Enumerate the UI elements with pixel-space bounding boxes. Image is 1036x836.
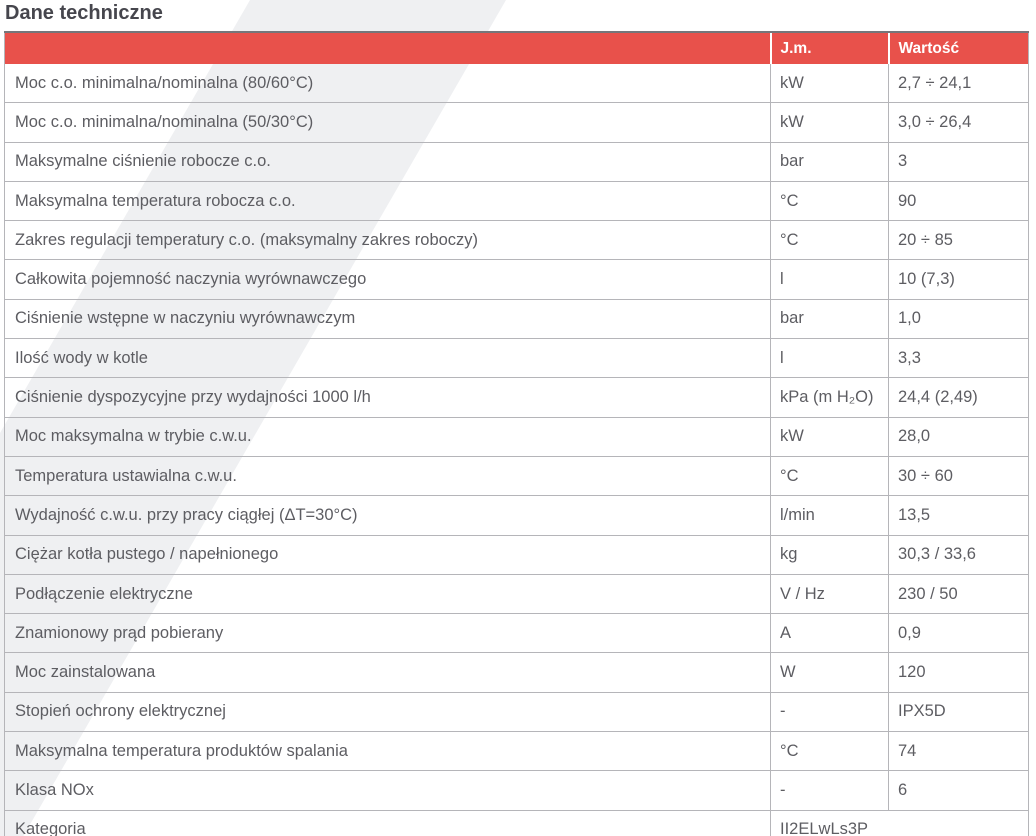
- param-cell: Ciśnienie dyspozycyjne przy wydajności 1…: [4, 377, 771, 418]
- table-body: Moc c.o. minimalna/nominalna (80/60°C) kW…: [4, 64, 1029, 836]
- param-cell: Ilość wody w kotle: [4, 338, 771, 379]
- unit-cell: °C: [770, 731, 889, 772]
- param-cell: Ciśnienie wstępne w naczyniu wyrównawczy…: [4, 298, 771, 340]
- header-row: J.m. Wartość: [4, 31, 1029, 64]
- param-cell: Ciężar kotła pustego / napełnionego: [4, 534, 771, 575]
- table-row: Wydajność c.w.u. przy pracy ciągłej (ΔT=…: [4, 495, 1029, 536]
- table-row: Moc zainstalowana W 120: [4, 652, 1029, 693]
- table-row: Kategoria II2ELwLs3P: [4, 809, 1029, 836]
- value-cell: 30,3 / 33,6: [888, 534, 1029, 575]
- value-cell: 0,9: [888, 613, 1029, 654]
- unit-cell: kW: [770, 64, 889, 104]
- unit-cell: -: [770, 691, 889, 733]
- value-cell: IPX5D: [888, 691, 1029, 733]
- unit-cell: W: [770, 652, 889, 693]
- unit-cell: °C: [770, 220, 889, 261]
- table-row: Ciśnienie wstępne w naczyniu wyrównawczy…: [4, 298, 1029, 340]
- value-cell: 74: [888, 731, 1029, 772]
- table-row: Moc c.o. minimalna/nominalna (80/60°C) kW…: [4, 64, 1029, 104]
- param-cell: Moc maksymalna w trybie c.w.u.: [4, 416, 771, 457]
- table-row: Maksymalne ciśnienie robocze c.o. bar 3: [4, 141, 1029, 182]
- param-cell: Maksymalne ciśnienie robocze c.o.: [4, 141, 771, 182]
- table-row: Całkowita pojemność naczynia wyrównawcze…: [4, 259, 1029, 300]
- value-cell: 3,3: [888, 338, 1029, 379]
- table-row: Zakres regulacji temperatury c.o. (maksy…: [4, 220, 1029, 261]
- unit-cell: kg: [770, 534, 889, 575]
- value-cell: 30 ÷ 60: [888, 455, 1029, 497]
- unit-cell: °C: [770, 455, 889, 497]
- table-row: Moc c.o. minimalna/nominalna (50/30°C) kW…: [4, 102, 1029, 143]
- unit-cell: l: [770, 338, 889, 379]
- param-cell: Stopień ochrony elektrycznej: [4, 691, 771, 733]
- table-row: Podłączenie elektryczne V / Hz 230 / 50: [4, 573, 1029, 615]
- value-cell: 2,7 ÷ 24,1: [888, 64, 1029, 104]
- unit-cell: bar: [770, 298, 889, 340]
- table-row: Moc maksymalna w trybie c.w.u. kW 28,0: [4, 416, 1029, 457]
- param-cell: Znamionowy prąd pobierany: [4, 613, 771, 654]
- param-cell: Maksymalna temperatura produktów spalani…: [4, 731, 771, 772]
- header-value: Wartość: [887, 31, 1029, 64]
- unit-cell: l/min: [770, 495, 889, 536]
- table-row: Maksymalna temperatura produktów spalani…: [4, 731, 1029, 772]
- value-cell: 13,5: [888, 495, 1029, 536]
- param-cell: Moc c.o. minimalna/nominalna (80/60°C): [4, 64, 771, 104]
- table-row: Ciśnienie dyspozycyjne przy wydajności 1…: [4, 377, 1029, 418]
- unit-cell: -: [770, 770, 889, 811]
- value-cell: 28,0: [888, 416, 1029, 457]
- param-cell: Podłączenie elektryczne: [4, 573, 771, 615]
- header-param: [4, 31, 771, 64]
- unit-cell: l: [770, 259, 889, 300]
- value-cell: 120: [888, 652, 1029, 693]
- table-row: Klasa NOx -6: [4, 770, 1029, 811]
- value-cell: 3: [888, 141, 1029, 182]
- unit-cell: °C: [770, 180, 889, 222]
- param-cell: Moc zainstalowana: [4, 652, 771, 693]
- unit-cell: kPa (m H₂O): [770, 377, 889, 418]
- param-cell: Zakres regulacji temperatury c.o. (maksy…: [4, 220, 771, 261]
- unit-cell: kW: [770, 416, 889, 457]
- merged-value-cell: II2ELwLs3P: [770, 809, 1029, 836]
- value-cell: 20 ÷ 85: [888, 220, 1029, 261]
- param-cell: Temperatura ustawialna c.w.u.: [4, 455, 771, 497]
- table-row: Znamionowy prąd pobierany A 0,9: [4, 613, 1029, 654]
- unit-cell: A: [770, 613, 889, 654]
- header-unit: J.m.: [769, 31, 889, 64]
- value-cell: 6: [888, 770, 1029, 811]
- unit-cell: kW: [770, 102, 889, 143]
- param-cell: Wydajność c.w.u. przy pracy ciągłej (ΔT=…: [4, 495, 771, 536]
- table-row: Temperatura ustawialna c.w.u. °C 30 ÷ 60: [4, 455, 1029, 497]
- table-row: Stopień ochrony elektrycznej - IPX5D: [4, 691, 1029, 733]
- table-row: Ilość wody w kotle l 3,3: [4, 338, 1029, 379]
- technical-data-table: J.m. Wartość Moc c.o. minimalna/nominaln…: [4, 31, 1029, 836]
- page-title: Dane techniczne: [5, 2, 163, 24]
- param-cell: Kategoria: [4, 809, 771, 836]
- value-cell: 230 / 50: [888, 573, 1029, 615]
- value-cell: 10 (7,3): [888, 259, 1029, 300]
- table-row: Maksymalna temperatura robocza c.o. °C 90: [4, 180, 1029, 222]
- unit-cell: V / Hz: [770, 573, 889, 615]
- unit-cell: bar: [770, 141, 889, 182]
- param-cell: Całkowita pojemność naczynia wyrównawcze…: [4, 259, 771, 300]
- table-row: Ciężar kotła pustego / napełnionego kg 30,…: [4, 534, 1029, 575]
- value-cell: 90: [888, 180, 1029, 222]
- param-cell: Klasa NOx: [4, 770, 771, 811]
- param-cell: Maksymalna temperatura robocza c.o.: [4, 180, 771, 222]
- value-cell: 1,0: [888, 298, 1029, 340]
- value-cell: 24,4 (2,49): [888, 377, 1029, 418]
- value-cell: 3,0 ÷ 26,4: [888, 102, 1029, 143]
- table-header: J.m. Wartość: [4, 31, 1029, 64]
- param-cell: Moc c.o. minimalna/nominalna (50/30°C): [4, 102, 771, 143]
